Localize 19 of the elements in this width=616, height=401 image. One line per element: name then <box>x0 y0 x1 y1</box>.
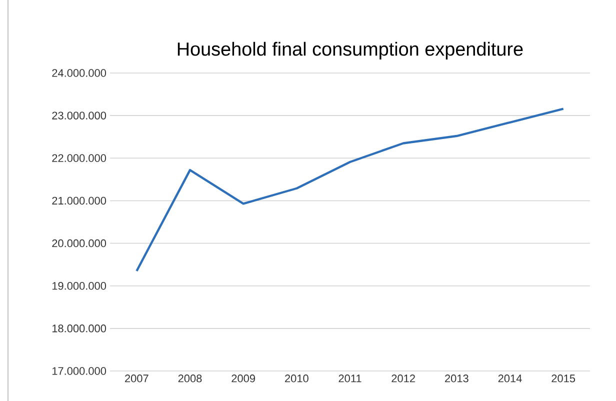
x-tick-label: 2015 <box>552 374 576 382</box>
chart-title: Household final consumption expenditure <box>178 42 523 60</box>
y-tick-label: 18.000.000 <box>52 324 106 332</box>
y-tick-label: 24.000.000 <box>52 69 106 77</box>
x-tick-label: 2014 <box>498 374 522 382</box>
x-tick-label: 2010 <box>285 374 308 382</box>
y-tick-label: 22.000.000 <box>52 154 106 162</box>
y-tick-label: 21.000.000 <box>52 196 106 205</box>
line-series <box>136 108 564 272</box>
x-tick-label: 2012 <box>392 374 415 382</box>
y-tick-label: 17.000.000 <box>52 367 106 375</box>
y-tick-label: 23.000.000 <box>52 112 106 120</box>
x-tick-label: 2013 <box>445 374 468 382</box>
x-tick-label: 2008 <box>178 374 202 382</box>
y-tick-label: 19.000.000 <box>52 282 106 290</box>
x-tick-label: 2009 <box>232 374 255 382</box>
y-tick-label: 20.000.000 <box>52 239 106 248</box>
x-tick-label: 2007 <box>125 374 148 382</box>
x-tick-label: 2011 <box>338 374 362 382</box>
